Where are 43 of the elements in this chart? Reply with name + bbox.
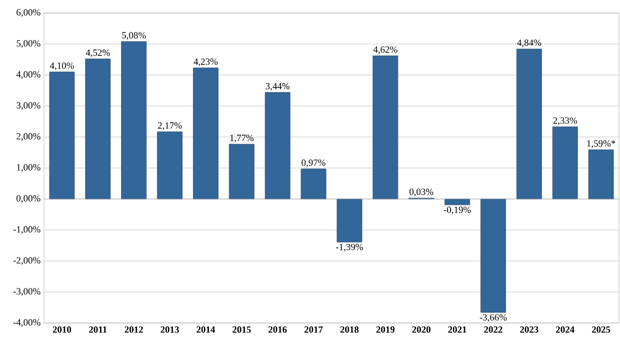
x-tick-label: 2015 [232,326,251,333]
data-label: -0,19% [444,206,471,214]
x-tick-label: 2013 [160,326,179,333]
data-label: 4,62% [373,46,398,54]
data-label: -3,66% [480,314,507,322]
data-label: 2,17% [158,122,182,130]
y-tick-label: 2,00% [16,133,40,141]
data-label: 2,33% [553,117,577,126]
y-tick-label: 1,00% [17,164,40,172]
x-tick-label: 2014 [196,326,216,333]
data-label: -1,39% [336,244,363,252]
x-tick-label: 2018 [340,326,359,333]
x-tick-label: 2020 [412,326,430,333]
x-tick-label: 2017 [304,326,323,333]
y-tick-label: -2,00% [13,257,40,265]
data-label: 0,03% [409,188,434,196]
x-tick-label: 2011 [89,326,107,333]
y-tick-label: 0,00% [16,195,40,203]
x-tick-label: 2023 [520,326,538,333]
y-tick-label: 4,00% [16,71,40,79]
y-tick-label: 6,00% [16,9,40,17]
y-tick-label: 5,00% [16,40,40,48]
x-tick-label: 2021 [448,326,466,333]
y-tick-label: -4,00% [13,319,40,327]
data-label: 1,59%* [587,140,616,148]
data-label: 4,84% [517,40,542,48]
data-label: 0,97% [302,159,326,168]
x-tick-label: 2012 [124,326,143,333]
x-tick-label: 2010 [52,326,72,333]
data-label: 1,77% [230,134,254,142]
x-tick-label: 2016 [268,326,287,333]
x-tick-label: 2024 [556,326,574,333]
data-label: 4,23% [194,58,218,66]
y-tick-label: 3,00% [16,102,40,110]
x-tick-label: 2022 [484,326,502,333]
x-tick-label: 2025 [592,326,610,333]
data-label: 4,52% [86,49,110,58]
data-label: 3,44% [266,82,290,91]
x-tick-label: 2019 [376,326,395,333]
data-label: 5,08% [122,32,146,40]
y-tick-label: -3,00% [13,288,40,296]
data-label: 4,10% [50,62,74,70]
y-tick-label: -1,00% [13,226,40,234]
